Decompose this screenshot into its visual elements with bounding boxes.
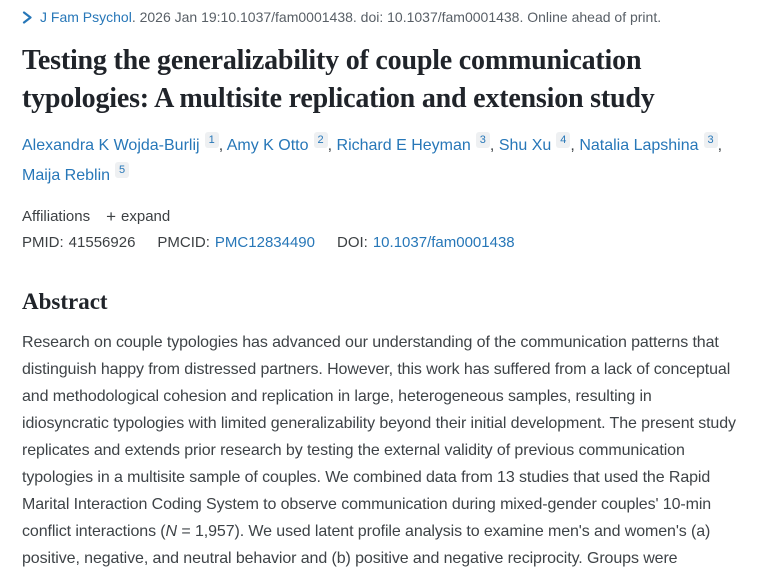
- expand-label: expand: [121, 208, 171, 225]
- affiliations-label: Affiliations: [22, 208, 91, 225]
- affiliation-superscript[interactable]: 5: [115, 162, 130, 178]
- pmid-item: PMID: 41556926: [22, 234, 135, 251]
- journal-dropdown-toggle[interactable]: [22, 11, 33, 24]
- abstract-italic-n: N: [165, 523, 178, 540]
- author-separator: ,: [717, 137, 723, 154]
- author-link[interactable]: Maija Reblin: [22, 167, 111, 184]
- author-link[interactable]: Natalia Lapshina: [579, 137, 699, 154]
- article-title: Testing the generalizability of couple c…: [22, 45, 655, 114]
- affiliation-superscript[interactable]: 3: [475, 132, 490, 148]
- pmcid-label: PMCID:: [157, 234, 210, 251]
- identifiers-row: PMID: 41556926 PMCID: PMC12834490 DOI: 10.1…: [22, 234, 738, 251]
- affiliation-superscript[interactable]: 2: [313, 132, 328, 148]
- author-separator: ,: [570, 137, 580, 154]
- pmid-value: 41556926: [68, 234, 136, 251]
- journal-citation-row: J Fam Psychol. 2026 Jan 19:10.1037/fam00…: [22, 8, 738, 27]
- doi-item: DOI: 10.1037/fam0001438: [337, 234, 515, 251]
- pmcid-link[interactable]: PMC12834490: [214, 234, 315, 251]
- author-separator: ,: [489, 137, 499, 154]
- citation-details: . 2026 Jan 19:10.1037/fam0001438. doi: 1…: [131, 9, 662, 25]
- author-link[interactable]: Richard E Heyman: [336, 137, 471, 154]
- plus-icon: +: [106, 207, 117, 226]
- abstract-heading: Abstract: [22, 289, 108, 314]
- chevron-right-icon: [22, 11, 33, 24]
- pmcid-item: PMCID: PMC12834490: [157, 234, 315, 251]
- journal-link[interactable]: J Fam Psychol: [40, 9, 132, 25]
- expand-affiliations-button[interactable]: + expand: [106, 208, 170, 225]
- abstract-text-segment: Research on couple typologies has advanc…: [22, 334, 736, 540]
- author-link[interactable]: Shu Xu: [498, 137, 552, 154]
- author-link[interactable]: Alexandra K Wojda-Burlij: [22, 137, 200, 154]
- affiliation-superscript[interactable]: 1: [204, 132, 219, 148]
- authors-list: Alexandra K Wojda-Burlij 1, Amy K Otto 2, …: [22, 131, 738, 191]
- author-separator: ,: [218, 137, 227, 154]
- doi-label: DOI:: [337, 234, 368, 251]
- pmid-label: PMID:: [22, 234, 64, 251]
- author-link[interactable]: Amy K Otto: [226, 137, 309, 154]
- abstract-text: Research on couple typologies has advanc…: [22, 329, 738, 572]
- abstract-text-segment: = 1,957). We used latent profile analysi…: [22, 523, 711, 567]
- affiliation-superscript[interactable]: 4: [556, 132, 571, 148]
- doi-link[interactable]: 10.1037/fam0001438: [372, 234, 515, 251]
- affiliations-row: Affiliations + expand: [22, 208, 738, 225]
- author-separator: ,: [327, 137, 337, 154]
- affiliation-superscript[interactable]: 3: [703, 132, 718, 148]
